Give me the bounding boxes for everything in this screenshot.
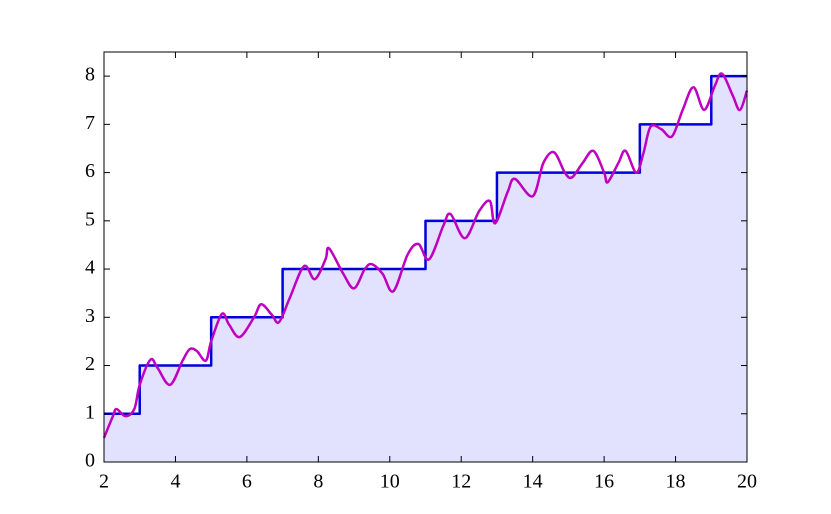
x-tick-label: 10 xyxy=(380,471,400,493)
x-tick-label: 2 xyxy=(99,471,109,493)
x-tick-label: 4 xyxy=(170,471,180,493)
x-tick-label: 16 xyxy=(594,471,614,493)
y-tick-label: 2 xyxy=(85,353,95,375)
y-tick-label: 3 xyxy=(85,305,95,327)
y-tick-label: 0 xyxy=(85,450,95,472)
y-tick-label: 6 xyxy=(85,160,95,182)
y-tick-label: 1 xyxy=(85,401,95,423)
x-tick-label: 20 xyxy=(737,471,757,493)
y-tick-label: 4 xyxy=(85,257,95,279)
y-tick-label: 5 xyxy=(85,208,95,230)
data-line xyxy=(102,72,749,439)
data-line xyxy=(104,74,747,416)
x-tick-label: 6 xyxy=(242,471,252,493)
plot-frame xyxy=(103,51,748,463)
y-tick-label: 7 xyxy=(85,112,95,134)
x-tick-label: 14 xyxy=(523,471,543,493)
x-tick-label: 12 xyxy=(451,471,471,493)
y-tick-label: 8 xyxy=(85,64,95,86)
x-tick-label: 18 xyxy=(666,471,686,493)
x-tick-label: 8 xyxy=(313,471,323,493)
